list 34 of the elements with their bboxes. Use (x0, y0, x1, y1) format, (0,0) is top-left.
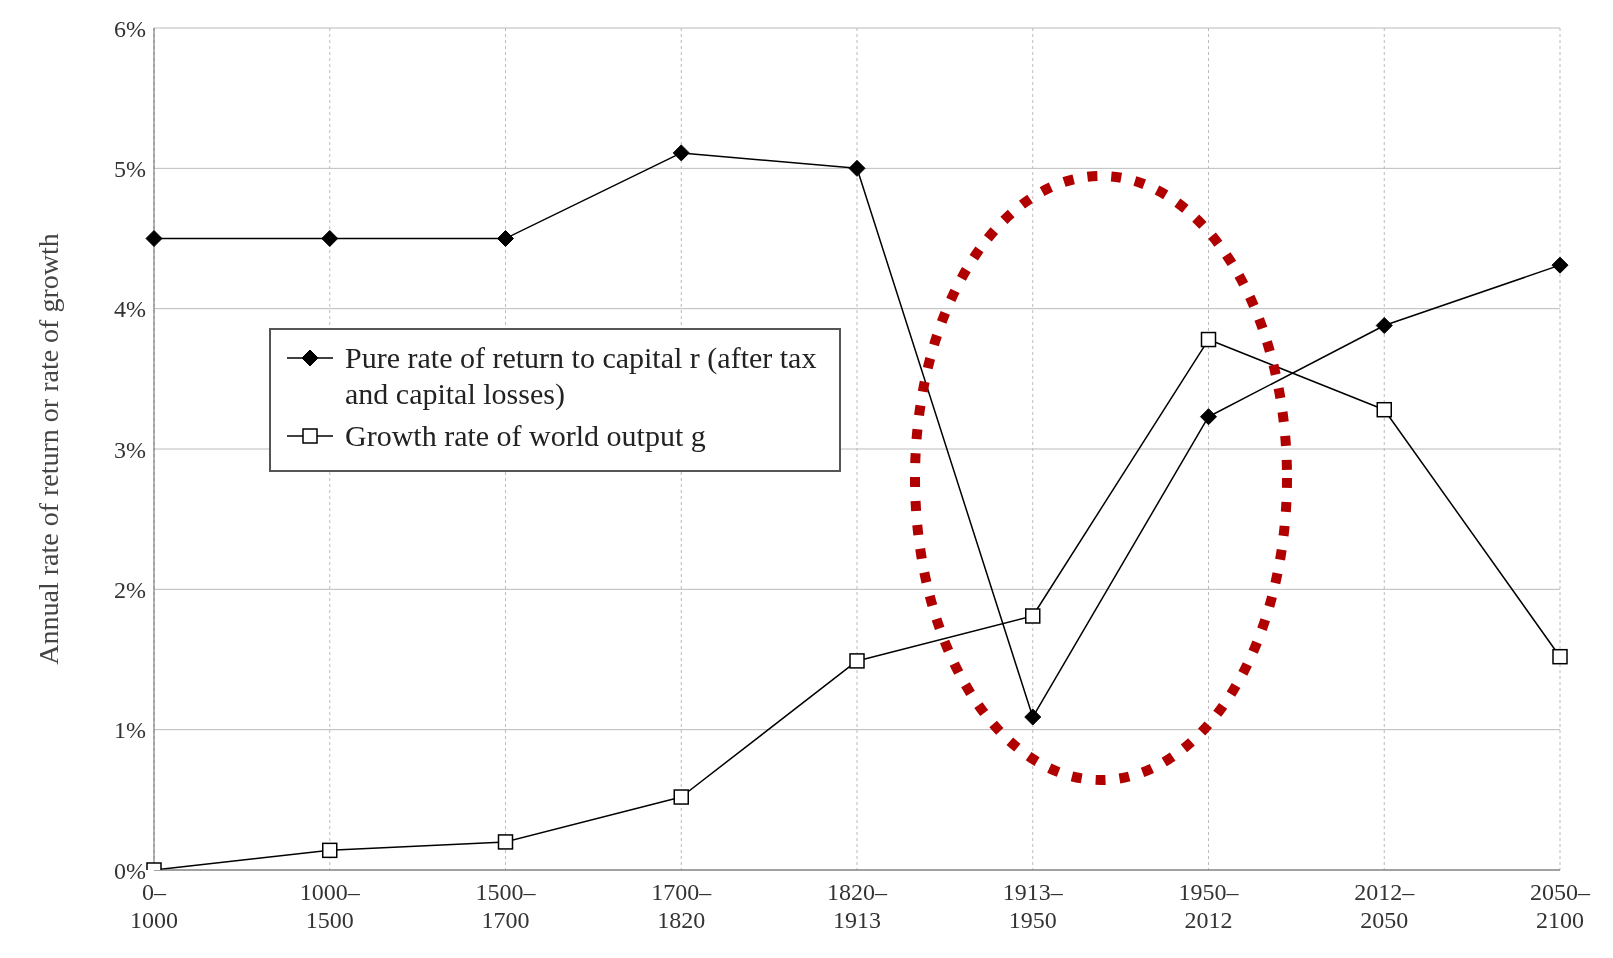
y-tick-label: 1% (114, 717, 146, 744)
point (1200, 331, 1217, 348)
x-tick-label: 1500–1700 (475, 879, 537, 933)
x-tick-label: 1820–1913 (827, 879, 888, 933)
y-tick-label: 4% (114, 296, 146, 323)
x-tick-label: 1913–1950 (1002, 879, 1064, 933)
point (673, 789, 689, 805)
point (497, 834, 514, 850)
point (1376, 401, 1392, 418)
y-tick-label: 2% (114, 576, 146, 603)
point (1024, 708, 1042, 726)
point (848, 159, 866, 177)
point (849, 653, 865, 669)
y-tick-label: 3% (114, 436, 146, 463)
y-tick-label: 5% (114, 155, 146, 182)
legend-label: Growth rate of world output g (345, 418, 706, 454)
point (322, 842, 338, 859)
y-axis-title: Annual rate of return or rate of growth (32, 233, 64, 665)
point (672, 144, 690, 162)
point (1551, 256, 1569, 274)
x-tick-label: 1000–1500 (299, 879, 361, 933)
x-tick-label: 2012–2050 (1354, 879, 1416, 933)
point (145, 230, 163, 247)
point (1375, 317, 1393, 335)
point (1552, 648, 1568, 665)
point (1200, 408, 1217, 426)
x-tick-label: 1700–1820 (651, 879, 713, 933)
point (321, 230, 339, 247)
y-tick-label: 6% (114, 15, 146, 42)
legend-label: Pure rate of return to capital r (after tax and capital losses) (345, 340, 818, 412)
point (497, 230, 514, 247)
x-tick-label: 2050–2100 (1530, 879, 1591, 933)
x-tick-label: 1950–2012 (1178, 879, 1240, 933)
point (1025, 608, 1041, 624)
